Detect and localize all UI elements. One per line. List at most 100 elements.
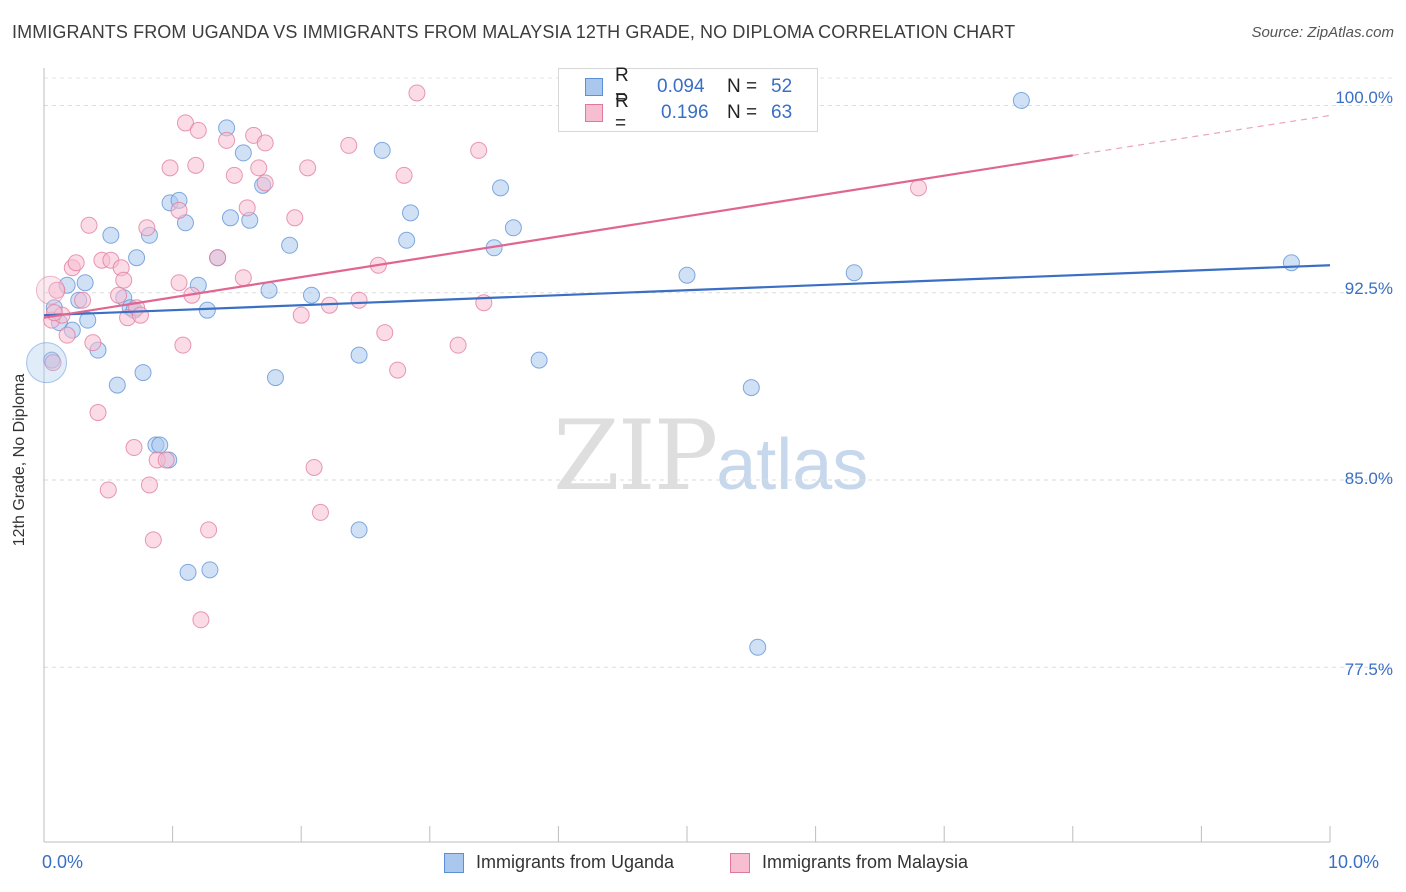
point-uganda xyxy=(350,346,368,364)
point-uganda xyxy=(108,376,126,394)
point-uganda xyxy=(134,364,152,382)
point-uganda xyxy=(678,266,696,284)
correlation-legend: R = 0.094 N = 52 R = 0.196 N = 63 xyxy=(558,65,818,134)
point-malaysia xyxy=(340,136,358,154)
point-uganda xyxy=(221,209,239,227)
bottom-legend-label-uganda: Immigrants from Uganda xyxy=(476,852,675,872)
point-malaysia xyxy=(292,306,310,324)
point-malaysia xyxy=(218,131,236,149)
legend-n-label: N = xyxy=(727,76,758,97)
point-malaysia xyxy=(89,404,107,422)
point-uganda xyxy=(492,179,510,197)
point-malaysia xyxy=(174,336,192,354)
point-uganda xyxy=(266,369,284,387)
point-malaysia xyxy=(256,174,274,192)
legend-r-label: R = xyxy=(615,91,629,134)
point-uganda xyxy=(260,281,278,299)
bottom-legend-uganda: Immigrants from Uganda xyxy=(444,852,674,873)
point-malaysia xyxy=(110,286,128,304)
point-uganda xyxy=(350,521,368,539)
point-malaysia xyxy=(161,159,179,177)
point-malaysia xyxy=(67,254,85,272)
point-uganda xyxy=(151,436,169,454)
point-uganda xyxy=(398,231,416,249)
point-malaysia xyxy=(131,306,149,324)
legend-n-value: 63 xyxy=(771,102,793,123)
y-tick-label-100: 100.0% xyxy=(1335,88,1393,107)
point-malaysia xyxy=(115,271,133,289)
point-malaysia xyxy=(138,219,156,237)
point-malaysia xyxy=(157,451,175,469)
point-malaysia xyxy=(170,201,188,219)
y-tick-label-77-5: 77.5% xyxy=(1344,660,1393,679)
point-malaysia xyxy=(250,159,268,177)
point-malaysia xyxy=(311,503,329,521)
point-malaysia xyxy=(170,274,188,292)
legend-swatch-malaysia xyxy=(585,104,603,122)
point-malaysia xyxy=(125,439,143,457)
legend-r-label: R = xyxy=(615,65,629,108)
point-uganda xyxy=(281,236,299,254)
point-malaysia xyxy=(140,476,158,494)
point-malaysia xyxy=(305,458,323,476)
legend-row-malaysia: R = 0.196 N = 63 xyxy=(585,91,793,134)
point-malaysia xyxy=(80,216,98,234)
point-malaysia xyxy=(209,249,227,267)
point-uganda xyxy=(845,264,863,282)
x-tick-label-min: 0.0% xyxy=(42,852,84,872)
point-malaysia xyxy=(187,156,205,174)
point-malaysia xyxy=(238,199,256,217)
point-malaysia xyxy=(192,611,210,629)
point-uganda xyxy=(76,274,94,292)
point-uganda xyxy=(402,204,420,222)
point-malaysia xyxy=(376,324,394,342)
point-malaysia xyxy=(299,159,317,177)
point-malaysia xyxy=(200,521,218,539)
point-uganda xyxy=(201,561,219,579)
point-uganda xyxy=(179,563,197,581)
bottom-legend-swatch-uganda xyxy=(444,852,464,873)
point-malaysia xyxy=(395,166,413,184)
point-malaysia xyxy=(45,304,63,322)
point-malaysia xyxy=(449,336,467,354)
point-malaysia xyxy=(144,531,162,549)
x-tick-label-max: 10.0% xyxy=(1328,852,1380,872)
y-tick-label-92-5: 92.5% xyxy=(1344,279,1393,298)
point-malaysia xyxy=(234,269,252,287)
point-malaysia xyxy=(225,166,243,184)
point-malaysia xyxy=(389,361,407,379)
point-uganda xyxy=(234,144,252,162)
bottom-legend-malaysia: Immigrants from Malaysia xyxy=(730,852,968,873)
point-malaysia xyxy=(84,334,102,352)
point-malaysia xyxy=(256,134,274,152)
chart-title: IMMIGRANTS FROM UGANDA VS IMMIGRANTS FRO… xyxy=(12,22,1016,42)
legend-r-value: 0.196 xyxy=(661,102,709,123)
source-label: Source: ZipAtlas.com xyxy=(1251,24,1394,41)
point-malaysia-cluster xyxy=(35,275,65,305)
legend-swatch-uganda xyxy=(585,78,603,96)
point-malaysia xyxy=(470,141,488,159)
point-malaysia xyxy=(350,291,368,309)
point-uganda xyxy=(1012,91,1030,109)
legend-row-uganda: R = 0.094 N = 52 xyxy=(585,65,792,108)
point-uganda-cluster xyxy=(26,342,68,384)
watermark: ZIPatlas xyxy=(553,400,868,512)
point-uganda xyxy=(198,301,216,319)
point-uganda xyxy=(504,219,522,237)
point-uganda xyxy=(102,226,120,244)
bottom-legend-swatch-malaysia xyxy=(730,852,750,873)
legend-r-value: 0.094 xyxy=(657,76,705,97)
point-malaysia xyxy=(99,481,117,499)
point-uganda xyxy=(128,249,146,267)
point-uganda xyxy=(302,286,320,304)
point-uganda xyxy=(742,379,760,397)
point-malaysia xyxy=(189,121,207,139)
watermark-atlas: atlas xyxy=(716,425,869,505)
point-uganda xyxy=(749,638,767,656)
trendline-uganda xyxy=(43,264,1331,317)
legend-n-label: N = xyxy=(727,102,758,123)
watermark-zip: ZIP xyxy=(553,400,718,512)
point-malaysia xyxy=(286,209,304,227)
point-malaysia xyxy=(44,354,62,372)
